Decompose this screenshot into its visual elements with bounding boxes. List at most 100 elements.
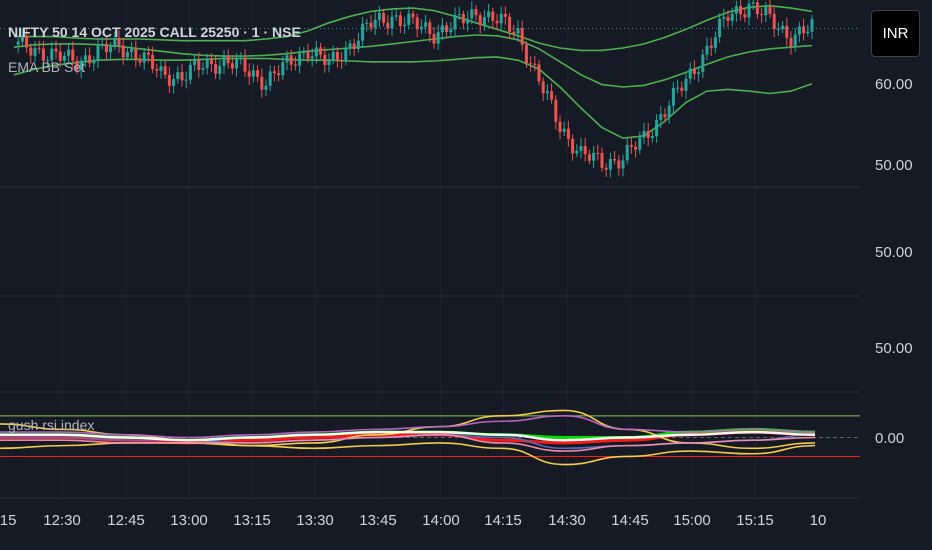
candle-body [478,15,482,26]
candle [575,144,579,157]
price-label: 50.00 [875,157,913,174]
candle [25,28,29,53]
candle-body [117,37,121,46]
candle [751,0,755,10]
candle-body [713,37,717,48]
candle-body [680,87,684,91]
candle [75,56,79,75]
candle [369,15,373,32]
candle-body [440,25,444,33]
candle-body [659,114,663,120]
candle-body [146,52,150,55]
rsi-index-pane [0,409,860,466]
candle-body [289,55,293,65]
candle [709,37,713,56]
candle [701,49,705,78]
candle [365,18,369,32]
candle [730,7,734,27]
candle [146,46,150,63]
currency-button[interactable]: INR [871,10,920,57]
candle-body [776,28,780,30]
candle [235,52,239,77]
candle-body [709,45,713,48]
indicator-rsi-label[interactable]: gush rsi index [8,417,95,433]
symbol-title[interactable]: NIFTY 50 14 OCT 2025 CALL 25250 · 1 · NS… [8,24,301,40]
candle-body [415,17,419,30]
candle-body [445,25,449,33]
candle-body [600,152,604,168]
candle [377,6,381,28]
candle [62,51,66,66]
candle-body [739,6,743,15]
candle-body [130,48,134,53]
candle [138,54,142,67]
candle [419,19,423,34]
candle-body [398,15,402,27]
indicator-ema-bb-label[interactable]: EMA BB Set [8,59,86,75]
candle [163,59,167,79]
candle [373,11,377,35]
candle [125,47,129,61]
candle [314,41,318,64]
candle-body [121,45,125,58]
candle-body [482,17,486,26]
candle [151,46,155,73]
candle [436,24,440,51]
candle [478,11,482,34]
candle [487,3,491,23]
candle [193,54,197,72]
candle [499,6,503,29]
time-label: :15 [0,512,17,529]
candle-body [264,85,268,90]
candle-body [193,60,197,65]
candle-body [25,35,29,48]
candle [331,45,335,65]
candle-body [806,31,810,34]
candle-body [151,54,155,69]
candle-body [621,160,625,169]
candle [58,43,62,68]
candle-body [503,13,507,17]
candle-body [663,114,667,118]
candle [386,15,390,36]
candle-body [109,46,113,53]
candle [629,136,633,154]
candle [650,130,654,143]
candle [407,6,411,30]
candle [802,18,806,41]
candle-body [436,32,440,44]
candle [608,152,612,178]
candle-body [461,13,465,24]
candle-body [554,99,558,122]
candle [718,13,722,43]
candle-body [772,13,776,30]
bb-line [13,34,813,88]
candle [41,40,45,69]
candle [776,22,780,36]
candle-body [617,160,621,169]
candle [533,55,537,72]
candle [663,108,667,123]
candle-body [403,24,407,27]
candle [541,77,545,102]
candle [104,35,108,60]
candle [285,50,289,71]
candle [432,26,436,49]
candle-body [180,72,184,81]
candle [310,48,314,67]
candle-body [743,14,747,18]
candle-body [75,60,79,71]
candle [722,8,726,27]
candle [692,60,696,80]
candle-body [407,13,411,25]
rsi-series-line [0,415,816,439]
candle [449,21,453,39]
candle [634,141,638,158]
candle [734,0,738,22]
candle [268,65,272,92]
candle-body [768,6,772,14]
candle [806,24,810,37]
candle [571,134,575,161]
candle [83,48,87,68]
